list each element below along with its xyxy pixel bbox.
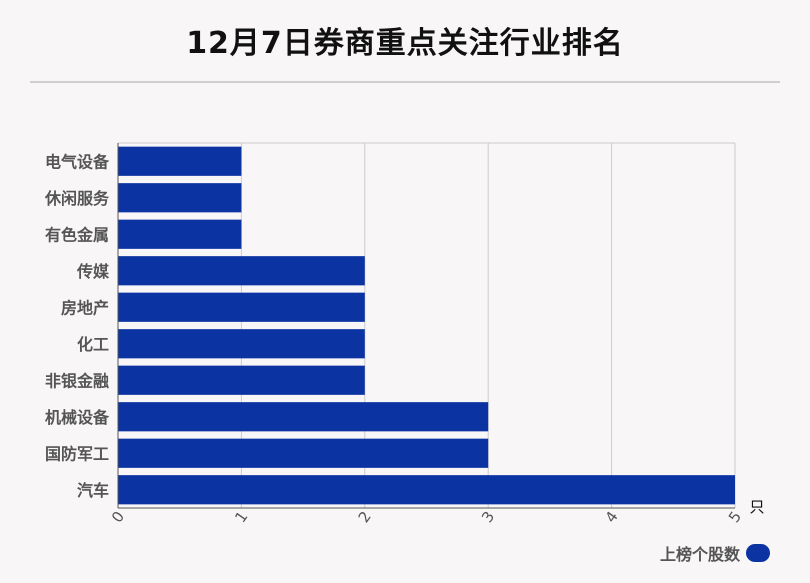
legend: 上榜个股数 xyxy=(660,541,770,565)
bar[interactable] xyxy=(118,256,365,286)
category-label: 传媒 xyxy=(76,262,110,281)
bar[interactable] xyxy=(118,475,735,505)
bar[interactable] xyxy=(118,365,365,395)
bar[interactable] xyxy=(118,329,365,359)
bar[interactable] xyxy=(118,402,489,432)
legend-label: 上榜个股数 xyxy=(659,545,740,564)
bar[interactable] xyxy=(118,183,242,213)
bar[interactable] xyxy=(118,219,242,249)
x-tick-label: 5 xyxy=(725,508,745,526)
x-tick-label: 2 xyxy=(355,508,375,526)
bar[interactable] xyxy=(118,292,365,322)
category-label: 房地产 xyxy=(61,298,109,317)
category-label: 休闲服务 xyxy=(44,189,110,208)
category-label: 非银金融 xyxy=(45,371,109,390)
legend-swatch[interactable] xyxy=(746,544,770,562)
x-tick-label: 0 xyxy=(108,508,128,526)
title-divider xyxy=(30,81,780,83)
category-label: 有色金属 xyxy=(45,225,109,244)
x-tick-label: 1 xyxy=(231,508,251,526)
category-label: 机械设备 xyxy=(45,408,110,427)
category-label: 电气设备 xyxy=(45,152,110,171)
chart-title: 12月7日券商重点关注行业排名 xyxy=(186,26,624,61)
bar[interactable] xyxy=(118,146,242,176)
x-tick-label: 3 xyxy=(478,508,498,526)
x-axis-unit: 只 xyxy=(749,498,764,516)
bar[interactable] xyxy=(118,438,489,468)
x-tick-label: 4 xyxy=(601,508,621,526)
category-label: 国防军工 xyxy=(45,444,109,463)
category-label: 汽车 xyxy=(77,481,109,500)
category-label: 化工 xyxy=(77,335,109,354)
